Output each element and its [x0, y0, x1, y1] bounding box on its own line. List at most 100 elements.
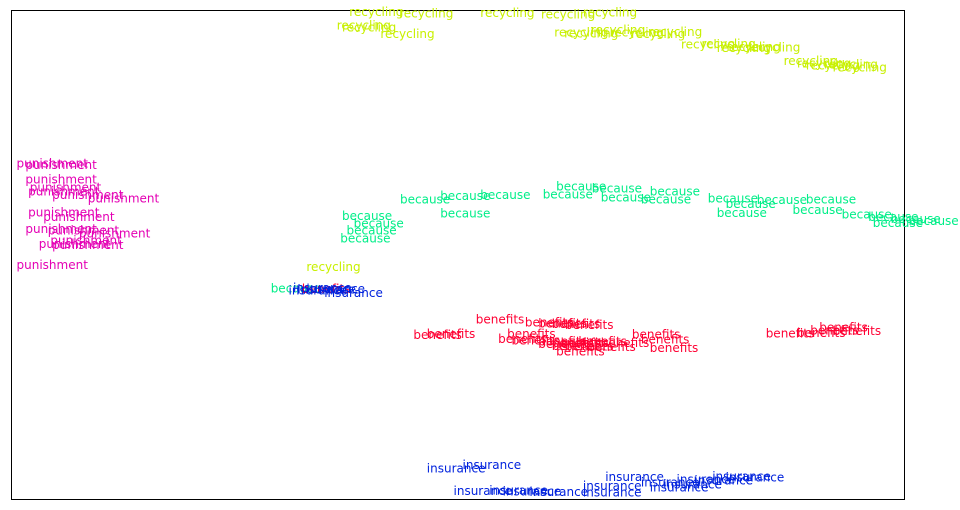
word-point-because-12: because [726, 197, 776, 211]
word-point-benefits-10: benefits [512, 333, 561, 347]
word-point-benefits-23: benefits [766, 327, 815, 341]
word-point-because-2: because [543, 188, 593, 202]
plot-frame [11, 10, 905, 500]
word-point-recycling-12: recycling [631, 27, 685, 41]
word-point-recycling-7: recycling [380, 27, 434, 41]
word-point-punishment-4: punishment [28, 185, 100, 199]
word-point-because-11: because [806, 192, 856, 206]
word-point-recycling-21: recycling [806, 59, 860, 73]
word-point-recycling-19: recycling [784, 54, 838, 68]
word-point-because-19: because [440, 207, 490, 221]
word-point-because-0: because [556, 180, 606, 194]
word-point-recycling-15: recycling [702, 37, 756, 51]
word-point-punishment-14: punishment [52, 238, 124, 252]
word-point-benefits-1: benefits [525, 315, 574, 329]
word-point-punishment-9: punishment [25, 222, 97, 236]
word-point-because-17: because [347, 224, 397, 238]
word-point-benefits-13: benefits [561, 336, 610, 350]
word-point-benefits-17: benefits [538, 337, 587, 351]
word-point-punishment-7: punishment [28, 206, 100, 220]
word-point-because-25: because [271, 282, 321, 296]
word-point-because-16: because [354, 216, 404, 230]
word-point-benefits-22: benefits [556, 345, 605, 359]
word-point-insurance-16: insurance [293, 281, 352, 295]
word-point-insurance-12: insurance [489, 484, 548, 498]
word-point-recycling-16: recycling [717, 41, 771, 55]
word-point-recycling-1: recycling [399, 6, 453, 20]
word-point-benefits-20: benefits [587, 340, 636, 354]
word-point-recycling-5: recycling [337, 19, 391, 33]
word-point-benefits-6: benefits [413, 328, 462, 342]
word-point-punishment-1: punishment [25, 158, 97, 172]
word-point-benefits-25: benefits [810, 324, 859, 338]
word-point-because-22: because [873, 216, 923, 230]
word-point-benefits-0: benefits [476, 312, 525, 326]
word-point-benefits-26: benefits [833, 324, 882, 338]
word-point-recycling-17: recycling [727, 40, 781, 54]
word-point-benefits-5: benefits [427, 327, 476, 341]
word-point-insurance-8: insurance [663, 477, 722, 491]
word-point-punishment-0: punishment [17, 156, 89, 170]
word-point-recycling-9: recycling [564, 26, 618, 40]
word-point-recycling-0: recycling [349, 5, 403, 19]
word-point-benefits-14: benefits [578, 334, 627, 348]
word-point-punishment-3: punishment [30, 181, 102, 195]
word-point-insurance-1: insurance [427, 461, 486, 475]
word-point-insurance-2: insurance [605, 470, 664, 484]
word-point-insurance-5: insurance [677, 473, 736, 487]
word-point-insurance-4: insurance [726, 471, 785, 485]
word-point-benefits-27: benefits [819, 321, 868, 335]
word-point-benefits-28: benefits [302, 282, 351, 296]
word-point-insurance-13: insurance [503, 485, 562, 499]
word-point-because-4: because [480, 188, 530, 202]
word-point-punishment-5: punishment [52, 188, 124, 202]
word-point-punishment-2: punishment [25, 172, 97, 186]
word-point-recycling-8: recycling [554, 26, 608, 40]
word-point-benefits-9: benefits [498, 332, 547, 346]
word-point-benefits-15: benefits [601, 336, 650, 350]
word-point-because-5: because [440, 189, 490, 203]
word-point-recycling-3: recycling [541, 7, 595, 21]
word-point-insurance-17: insurance [297, 283, 356, 297]
word-point-insurance-7: insurance [641, 475, 700, 489]
word-point-recycling-22: recycling [824, 58, 878, 72]
word-point-punishment-8: punishment [43, 210, 115, 224]
word-point-because-6: because [400, 192, 450, 206]
word-point-insurance-9: insurance [583, 479, 642, 493]
word-point-benefits-7: benefits [507, 327, 556, 341]
word-point-recycling-10: recycling [591, 23, 645, 37]
word-point-because-23: because [891, 212, 941, 226]
word-point-benefits-2: benefits [538, 316, 587, 330]
word-point-insurance-15: insurance [583, 486, 642, 500]
word-point-recycling-18: recycling [746, 41, 800, 55]
word-point-recycling-6: recycling [342, 21, 396, 35]
word-point-benefits-3: benefits [552, 317, 601, 331]
word-point-insurance-11: insurance [454, 484, 513, 498]
word-point-because-9: because [708, 191, 758, 205]
word-point-punishment-10: punishment [48, 224, 120, 238]
word-point-insurance-18: insurance [289, 284, 348, 298]
word-point-benefits-21: benefits [650, 341, 699, 355]
word-point-because-14: because [793, 203, 843, 217]
word-point-insurance-10: insurance [650, 480, 709, 494]
word-point-punishment-6: punishment [88, 191, 160, 205]
word-point-because-24: because [909, 214, 959, 228]
word-point-because-13: because [717, 206, 767, 220]
word-point-insurance-0: insurance [463, 458, 522, 472]
word-point-because-8: because [641, 192, 691, 206]
word-point-because-15: because [342, 209, 392, 223]
word-point-because-20: because [842, 208, 892, 222]
word-point-because-7: because [601, 190, 651, 204]
word-point-punishment-15: punishment [17, 258, 89, 272]
word-point-insurance-20: insurance [324, 286, 383, 300]
word-point-because-1: because [592, 182, 642, 196]
word-point-because-10: because [757, 193, 807, 207]
word-point-recycling-4: recycling [583, 6, 637, 20]
word-point-benefits-16: benefits [641, 332, 690, 346]
word-point-punishment-12: punishment [50, 233, 122, 247]
word-point-recycling-20: recycling [797, 57, 851, 71]
word-point-insurance-14: insurance [529, 485, 588, 499]
word-point-insurance-6: insurance [694, 474, 753, 488]
word-point-benefits-11: benefits [538, 334, 587, 348]
